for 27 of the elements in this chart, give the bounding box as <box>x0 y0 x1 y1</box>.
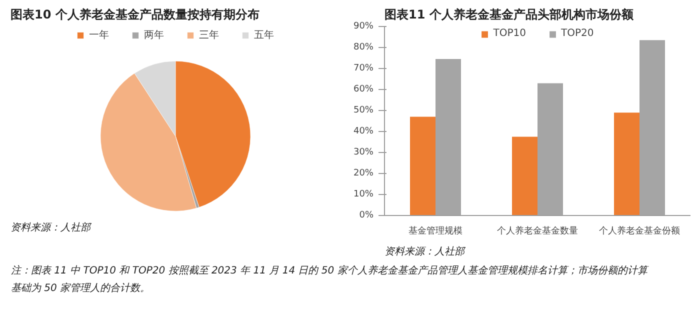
y-tick-label: 80% <box>353 42 374 52</box>
y-tick-label: 90% <box>353 22 374 32</box>
legend-label: 三年 <box>199 29 219 42</box>
y-tick-label: 60% <box>353 84 374 94</box>
legend-label: 两年 <box>144 29 164 42</box>
bar <box>614 112 640 216</box>
text: 注：图表 11 中 TOP10 和 TOP20 按照截至 2023 年 11 月 14 日的 50 家个人养老金基金产品管理人基金管理规模排名计算；市场份额的计算基础为 50 家管理人的合计数。 <box>11 264 650 294</box>
text: 资料来源：人社部 <box>384 246 466 258</box>
x-tick-label: 个人养老金基金数量 <box>497 226 578 236</box>
y-tick-label: 20% <box>353 168 374 178</box>
legend-label: 五年 <box>254 29 274 42</box>
y-tick-label: 50% <box>353 106 374 116</box>
chart-title: 图表11 个人养老金基金产品头部机构市场份额 <box>384 8 634 22</box>
y-tick-label: 70% <box>353 64 374 74</box>
x-tick-label: 个人养老金基金份额 <box>599 226 680 236</box>
y-tick-label: 10% <box>353 190 374 200</box>
y-tick-label: 40% <box>353 126 374 136</box>
bar <box>512 136 538 216</box>
text: 资料来源：人社部 <box>10 222 92 234</box>
x-tick-label: 基金管理规模 <box>408 226 462 236</box>
y-tick-label: 30% <box>353 148 374 158</box>
legend-label: TOP10 <box>493 28 526 39</box>
bar <box>410 116 436 216</box>
y-tick-label: 0% <box>359 210 374 220</box>
legend-label: TOP20 <box>561 28 594 39</box>
legend-label: 一年 <box>89 29 109 42</box>
chart-title: 图表10 个人养老金基金产品数量按持有期分布 <box>10 8 260 22</box>
